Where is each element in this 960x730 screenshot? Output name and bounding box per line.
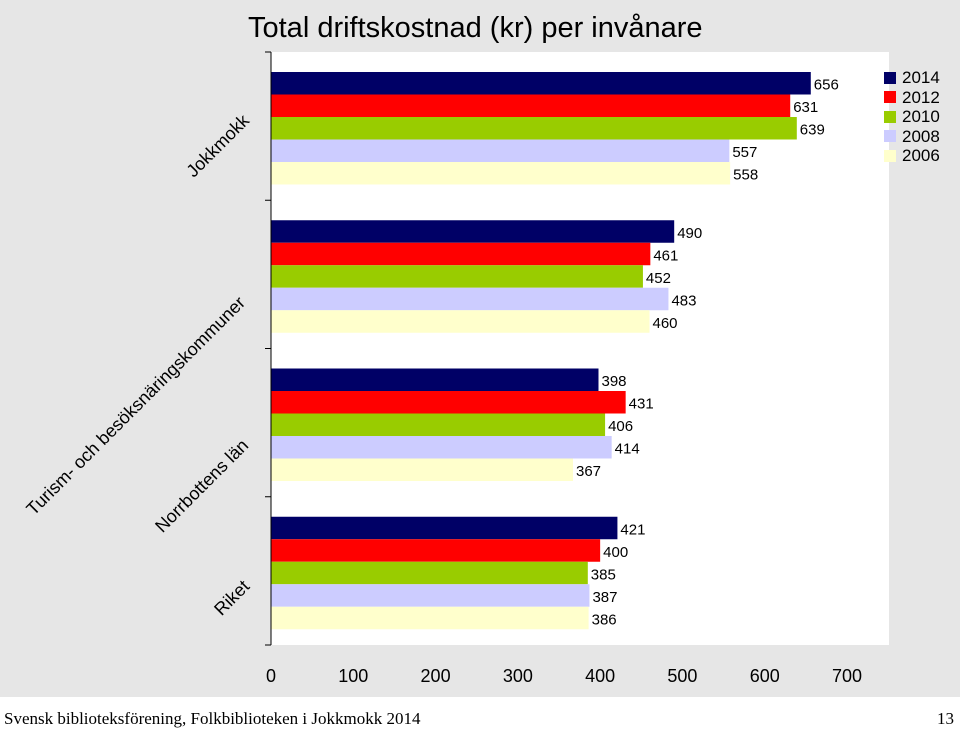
data-label: 421 bbox=[620, 521, 645, 538]
x-tick-label: 300 bbox=[503, 666, 533, 686]
category-label: Norrbottens län bbox=[151, 435, 252, 536]
legend-entry: 2014 bbox=[884, 68, 940, 88]
bar-norrbottens-l-n-2008 bbox=[271, 436, 612, 459]
x-tick-label: 700 bbox=[832, 666, 862, 686]
data-label: 406 bbox=[608, 418, 633, 435]
data-label: 431 bbox=[629, 396, 654, 413]
legend-label: 2008 bbox=[902, 126, 940, 146]
category-label: Jokkmokk bbox=[182, 110, 253, 181]
bar-riket-2014 bbox=[271, 516, 618, 540]
bar-norrbottens-l-n-2006 bbox=[271, 458, 573, 481]
bar-riket-2008 bbox=[271, 584, 590, 607]
page-number: 13 bbox=[937, 709, 954, 728]
legend-label: 2006 bbox=[902, 146, 940, 165]
bar-turism-och-bes-ksn-ringskommuner-2006 bbox=[271, 310, 650, 333]
data-label: 400 bbox=[603, 544, 628, 561]
data-label: 385 bbox=[591, 566, 616, 583]
data-label: 639 bbox=[800, 122, 825, 139]
bar-norrbottens-l-n-2010 bbox=[271, 413, 606, 436]
bar-norrbottens-l-n-2012 bbox=[271, 391, 626, 414]
data-label: 386 bbox=[592, 611, 617, 628]
chart-title: Total driftskostnad (kr) per invånare bbox=[248, 12, 703, 44]
chart-area: 656 631 639 557 558 Jokkmokk 490 461 452 483 460 Tu… bbox=[0, 0, 960, 697]
legend-swatch bbox=[884, 91, 896, 104]
legend-label: 2014 bbox=[902, 68, 940, 87]
bar-turism-och-bes-ksn-ringskommuner-2010 bbox=[271, 265, 643, 288]
legend: 2014 2012 2010 2008 2006 bbox=[884, 68, 940, 166]
legend-swatch bbox=[884, 130, 896, 143]
chart-plot: 656631639557558Jokkmokk490461452483460Tu… bbox=[22, 51, 889, 686]
bar-jokkmokk-2012 bbox=[271, 94, 791, 117]
bar-jokkmokk-2006 bbox=[271, 162, 731, 185]
bar-jokkmokk-2008 bbox=[271, 139, 730, 162]
data-label: 387 bbox=[592, 589, 617, 606]
data-label: 398 bbox=[601, 373, 626, 390]
legend-swatch bbox=[884, 71, 896, 84]
legend-label: 2012 bbox=[902, 87, 940, 107]
data-label: 460 bbox=[653, 315, 678, 332]
legend-entry: 2010 bbox=[884, 107, 940, 127]
bar-turism-och-bes-ksn-ringskommuner-2008 bbox=[271, 287, 669, 311]
bar-turism-och-bes-ksn-ringskommuner-2014 bbox=[271, 220, 675, 243]
x-tick-label: 400 bbox=[585, 666, 615, 686]
data-label: 557 bbox=[732, 144, 757, 161]
data-label: 414 bbox=[615, 441, 640, 458]
bar-riket-2006 bbox=[271, 606, 589, 630]
bar-turism-och-bes-ksn-ringskommuner-2012 bbox=[271, 242, 651, 266]
legend-entry: 2006 bbox=[884, 146, 940, 166]
legend-entry: 2012 bbox=[884, 88, 940, 108]
bar-jokkmokk-2014 bbox=[271, 72, 811, 95]
legend-entry: 2008 bbox=[884, 127, 940, 147]
x-tick-label: 100 bbox=[338, 666, 368, 686]
bar-riket-2010 bbox=[271, 561, 588, 585]
x-tick-label: 200 bbox=[421, 666, 451, 686]
x-tick-label: 500 bbox=[667, 666, 697, 686]
data-label: 367 bbox=[576, 463, 601, 480]
bar-riket-2012 bbox=[271, 539, 601, 562]
x-tick-label: 600 bbox=[750, 666, 780, 686]
footer-source: Svensk biblioteksförening, Folkbibliotek… bbox=[4, 709, 421, 728]
data-label: 490 bbox=[677, 225, 702, 242]
legend-label: 2010 bbox=[902, 107, 940, 126]
data-label: 452 bbox=[646, 270, 671, 287]
bar-jokkmokk-2010 bbox=[271, 117, 797, 140]
category-label: Riket bbox=[210, 576, 253, 619]
x-tick-label: 0 bbox=[266, 666, 276, 686]
legend-swatch bbox=[884, 110, 896, 123]
data-label: 631 bbox=[793, 99, 818, 116]
data-label: 483 bbox=[671, 292, 696, 309]
data-label: 461 bbox=[653, 247, 678, 264]
data-label: 558 bbox=[733, 167, 758, 184]
legend-swatch bbox=[884, 149, 896, 162]
bar-norrbottens-l-n-2014 bbox=[271, 368, 599, 391]
data-label: 656 bbox=[814, 77, 839, 94]
footer: Svensk biblioteksförening, Folkbibliotek… bbox=[0, 697, 960, 730]
